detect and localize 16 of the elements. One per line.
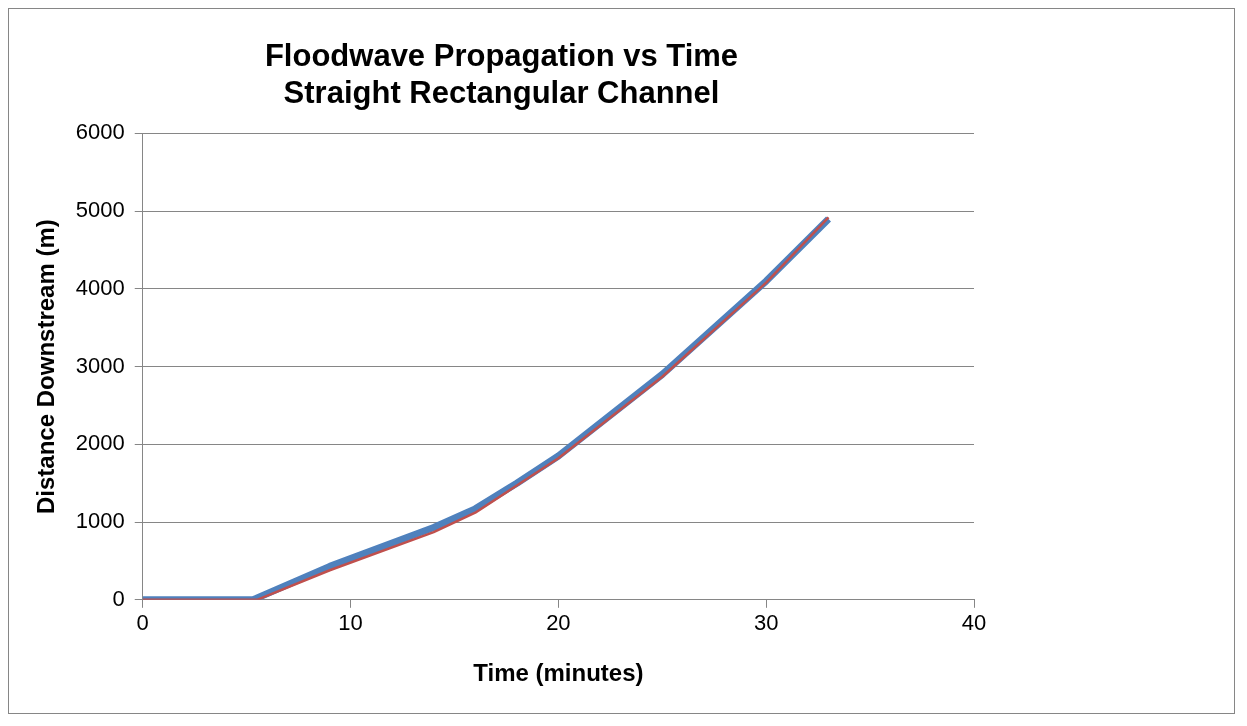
y-tick-label: 2000	[75, 430, 125, 456]
y-tick-label: 3000	[75, 352, 125, 378]
y-tick-label: 5000	[75, 197, 125, 223]
x-tick-label: 20	[546, 610, 571, 636]
x-tick-label: 10	[338, 610, 363, 636]
x-tick-label: 40	[961, 610, 987, 636]
text: Straight Rectangular Channel	[283, 75, 720, 111]
y-tick-label: 1000	[75, 508, 125, 534]
x-axis-title: Time (minutes)	[473, 659, 644, 687]
y-tick-label: 4000	[75, 274, 125, 300]
y-tick-label: 6000	[75, 119, 125, 145]
y-tick-label: 0	[112, 585, 125, 611]
x-tick-label: 0	[136, 610, 149, 636]
x-tick-label: 30	[753, 610, 779, 636]
y-axis-title: Distance Downstream (m)	[32, 219, 60, 514]
text: Floodwave Propagation vs Time	[264, 38, 739, 74]
